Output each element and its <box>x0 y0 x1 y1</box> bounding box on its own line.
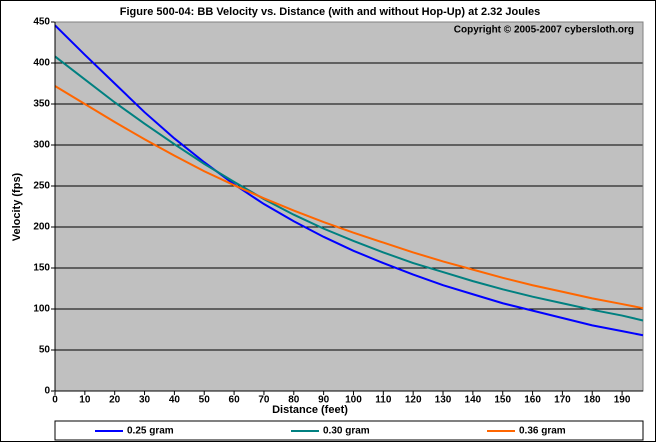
x-tick-label: 120 <box>405 395 422 406</box>
legend-label: 0.30 gram <box>323 426 370 437</box>
y-tick-label: 450 <box>33 17 50 28</box>
x-tick-label: 80 <box>288 395 300 406</box>
legend-label: 0.25 gram <box>127 426 174 437</box>
y-axis-label: Velocity (fps) <box>11 172 23 241</box>
chart-title: Figure 500-04: BB Velocity vs. Distance … <box>120 6 541 18</box>
y-tick-label: 100 <box>33 304 50 315</box>
y-tick-label: 50 <box>39 345 51 356</box>
legend-label: 0.36 gram <box>519 426 566 437</box>
y-tick-label: 300 <box>33 140 50 151</box>
copyright: Copyright © 2005-2007 cybersloth.org <box>454 25 634 36</box>
x-tick-label: 20 <box>109 395 121 406</box>
x-tick-label: 140 <box>465 395 482 406</box>
series-line <box>54 85 644 310</box>
y-tick-label: 400 <box>33 58 50 69</box>
x-tick-label: 10 <box>79 395 91 406</box>
series-line <box>54 55 644 322</box>
x-axis-label: Distance (feet) <box>272 404 348 416</box>
series-line <box>54 24 644 337</box>
x-tick-label: 180 <box>584 395 601 406</box>
x-tick-label: 40 <box>169 395 181 406</box>
x-tick-label: 190 <box>614 395 631 406</box>
y-tick-label: 350 <box>33 99 50 110</box>
legend-box <box>54 420 644 441</box>
x-tick-label: 150 <box>494 395 511 406</box>
x-tick-label: 50 <box>199 395 211 406</box>
x-tick-label: 130 <box>435 395 452 406</box>
x-tick-label: 90 <box>318 395 330 406</box>
x-tick-label: 30 <box>139 395 151 406</box>
x-tick-label: 170 <box>554 395 571 406</box>
x-tick-label: 110 <box>375 395 392 406</box>
x-tick-label: 100 <box>345 395 362 406</box>
y-tick-label: 150 <box>33 263 50 274</box>
x-tick-label: 0 <box>52 395 58 406</box>
x-tick-label: 70 <box>258 395 270 406</box>
plot-area <box>55 22 643 391</box>
y-tick-label: 200 <box>33 222 50 233</box>
y-tick-label: 0 <box>44 386 50 397</box>
x-tick-label: 160 <box>524 395 541 406</box>
x-tick-label: 60 <box>229 395 241 406</box>
y-tick-label: 250 <box>33 181 50 192</box>
